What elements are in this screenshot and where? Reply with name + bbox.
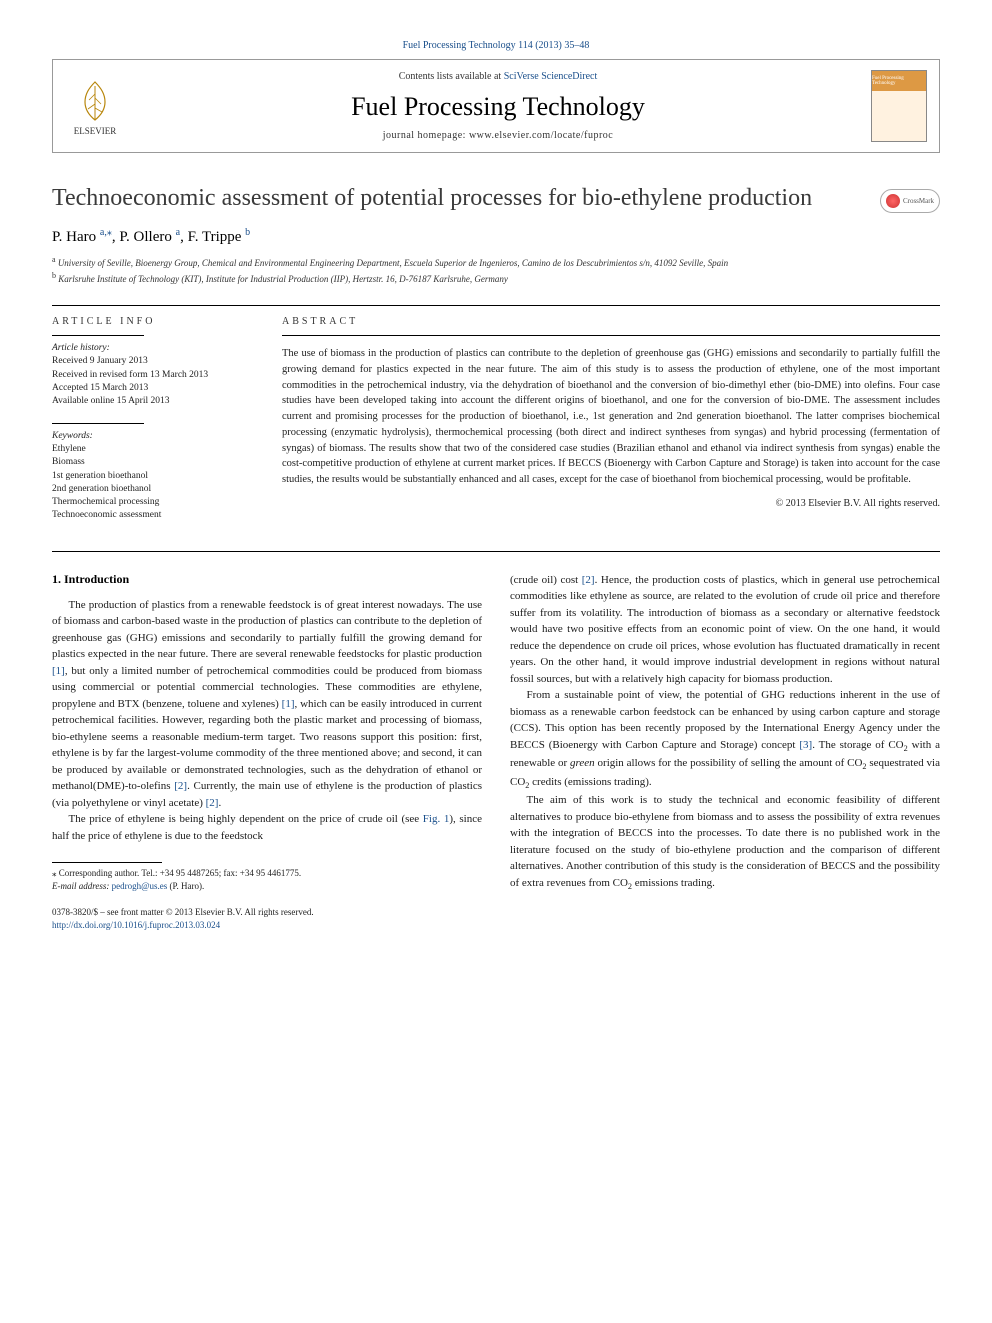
rule — [282, 335, 940, 336]
top-citation-link[interactable]: Fuel Processing Technology 114 (2013) 35… — [403, 40, 590, 51]
contents-available: Contents lists available at SciVerse Sci… — [125, 71, 871, 82]
body-columns: 1. Introduction The production of plasti… — [52, 572, 940, 932]
body-paragraph: The aim of this work is to study the tec… — [510, 792, 940, 893]
abstract-text: The use of biomass in the production of … — [282, 346, 940, 488]
abstract-copyright: © 2013 Elsevier B.V. All rights reserved… — [282, 498, 940, 509]
journal-header: ELSEVIER Contents lists available at Sci… — [52, 59, 940, 153]
author: P. Haro a,⁎ — [52, 229, 112, 245]
affiliations: a University of Seville, Bioenergy Group… — [52, 254, 940, 285]
corr-link[interactable]: ⁎ — [107, 227, 112, 238]
rule — [52, 335, 144, 336]
footer-block: 0378-3820/$ – see front matter © 2013 El… — [52, 906, 482, 931]
journal-cover-thumb: Fuel Processing Technology — [871, 70, 927, 142]
history-label: Article history: — [52, 343, 110, 353]
rule — [52, 551, 940, 552]
authors-line: P. Haro a,⁎, P. Ollero a, F. Trippe b — [52, 227, 940, 246]
author: P. Ollero a — [119, 229, 180, 245]
crossmark-label: CrossMark — [903, 197, 934, 205]
body-paragraph: (crude oil) cost [2]. Hence, the product… — [510, 572, 940, 688]
article-title: Technoeconomic assessment of potential p… — [52, 183, 860, 213]
article-history: Article history: Received 9 January 2013… — [52, 342, 252, 408]
publisher-name: ELSEVIER — [74, 126, 117, 136]
crossmark-icon — [886, 194, 900, 208]
abstract-heading: abstract — [282, 316, 940, 327]
journal-name: Fuel Processing Technology — [125, 92, 871, 122]
top-citation: Fuel Processing Technology 114 (2013) 35… — [52, 40, 940, 51]
affiliation-a: University of Seville, Bioenergy Group, … — [58, 258, 728, 268]
email-link[interactable]: pedrogh@us.es — [112, 881, 168, 891]
article-info-heading: article info — [52, 316, 252, 327]
keywords-block: Keywords: Ethylene Biomass 1st generatio… — [52, 430, 252, 523]
elsevier-tree-icon — [71, 76, 119, 124]
keywords-label: Keywords: — [52, 431, 93, 441]
sciencedirect-link[interactable]: SciVerse ScienceDirect — [504, 71, 598, 82]
rule — [52, 305, 940, 306]
affiliation-b: Karlsruhe Institute of Technology (KIT),… — [58, 274, 508, 284]
section-heading: 1. Introduction — [52, 572, 482, 587]
affil-link[interactable]: a — [176, 227, 180, 238]
body-paragraph: From a sustainable point of view, the po… — [510, 687, 940, 792]
body-paragraph: The production of plastics from a renewa… — [52, 597, 482, 812]
rule — [52, 862, 162, 863]
corresponding-author-footnote: ⁎ Corresponding author. Tel.: +34 95 448… — [52, 867, 482, 892]
cover-thumb-title: Fuel Processing Technology — [872, 71, 926, 91]
author: F. Trippe b — [188, 229, 251, 245]
affil-link[interactable]: b — [245, 227, 250, 238]
journal-homepage: journal homepage: www.elsevier.com/locat… — [125, 130, 871, 141]
front-matter-line: 0378-3820/$ – see front matter © 2013 El… — [52, 906, 482, 919]
affil-link[interactable]: a, — [100, 227, 107, 238]
crossmark-badge[interactable]: CrossMark — [880, 189, 940, 213]
doi-link[interactable]: http://dx.doi.org/10.1016/j.fuproc.2013.… — [52, 920, 220, 930]
rule — [52, 423, 144, 424]
body-paragraph: The price of ethylene is being highly de… — [52, 811, 482, 844]
publisher-logo: ELSEVIER — [65, 76, 125, 136]
